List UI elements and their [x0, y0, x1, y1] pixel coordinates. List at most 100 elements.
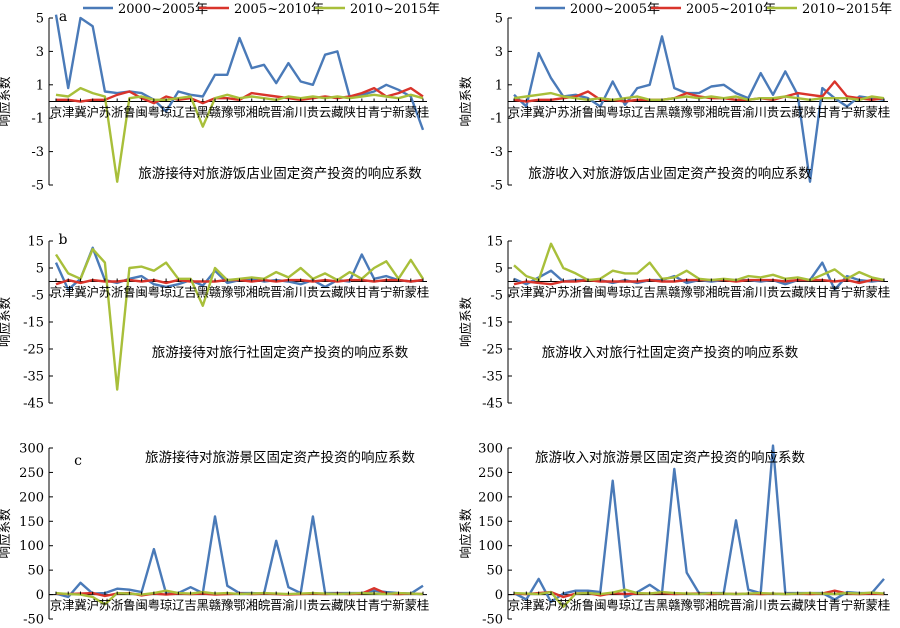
legend: 2000~2005年 2005~2010年 2010~2015年 — [535, 2, 892, 17]
category-label: 湘 — [245, 105, 258, 120]
panel-title: 旅游收入对旅游饭店业固定资产投资的响应系数 — [528, 165, 812, 182]
category-label: 青 — [828, 285, 841, 300]
category-label: 沪 — [545, 105, 558, 120]
category-label: 藏 — [791, 598, 804, 613]
category-label: 云 — [779, 285, 792, 300]
category-label: 浙 — [111, 285, 124, 300]
category-label: 赣 — [668, 105, 681, 120]
series-line-3 — [513, 91, 885, 102]
category-label: 浙 — [569, 598, 582, 613]
series-line-3 — [54, 247, 425, 391]
legend-entry: 2010~2015年 — [350, 2, 440, 17]
y-axis-title: 响应系数 — [0, 297, 12, 348]
legend-entry: 2000~2005年 — [570, 2, 660, 17]
category-label: 浙 — [111, 598, 124, 613]
category-label: 津 — [520, 598, 533, 613]
category-label: 湘 — [245, 285, 258, 300]
y-tick-label: -5 — [31, 179, 44, 194]
category-label: 冀 — [74, 598, 87, 613]
category-label: 京 — [508, 105, 521, 120]
category-label: 藏 — [791, 285, 804, 300]
y-tick-label: -3 — [31, 145, 44, 160]
category-label: 津 — [62, 598, 75, 613]
category-label: 云 — [319, 285, 332, 300]
category-label: 豫 — [680, 105, 693, 120]
category-label: 贵 — [307, 285, 320, 300]
category-label: 渝 — [742, 598, 755, 613]
category-label: 甘 — [816, 105, 829, 120]
category-label: 贵 — [307, 598, 320, 613]
chart-panel-2: -5 -3 -1 1 3 5 响应系数京津冀沪苏浙鲁闽粤琼辽吉黑赣豫鄂湘皖晋渝川贵云藏陕甘青… — [458, 2, 892, 194]
category-label: 贵 — [767, 598, 780, 613]
category-label: 浙 — [569, 285, 582, 300]
y-axis-title: 响应系数 — [0, 508, 12, 559]
legend: 2000~2005年 2005~2010年 2010~2015年 — [83, 2, 440, 17]
category-label: 津 — [62, 105, 75, 120]
category-label: 京 — [50, 598, 63, 613]
category-label: 辽 — [172, 598, 185, 613]
y-tick-label: 300 — [478, 442, 503, 457]
category-label: 鲁 — [123, 598, 136, 613]
category-label: 赣 — [668, 285, 681, 300]
category-label: 辽 — [631, 285, 644, 300]
category-label: 青 — [368, 598, 381, 613]
category-label: 黑 — [656, 105, 669, 120]
category-label: 琼 — [160, 105, 173, 120]
category-label: 甘 — [356, 105, 369, 120]
category-label: 藏 — [331, 285, 344, 300]
category-label: 甘 — [816, 598, 829, 613]
category-label: 鲁 — [582, 285, 595, 300]
legend-entry: 2010~2015年 — [802, 2, 892, 17]
y-tick-label: 200 — [478, 490, 503, 505]
category-label: 辽 — [172, 105, 185, 120]
category-label: 粤 — [606, 285, 619, 300]
category-label: 沪 — [86, 285, 99, 300]
category-label: 新 — [392, 285, 405, 300]
category-label: 藏 — [331, 105, 344, 120]
category-label: 皖 — [258, 598, 271, 613]
y-tick-label: 1 — [495, 78, 503, 93]
category-label: 桂 — [878, 598, 891, 613]
category-label: 豫 — [221, 598, 234, 613]
chart-panel-6: -50 0 50 100 150 200 250 300 响应系数京津冀沪苏浙鲁闽粤琼辽吉黑赣豫… — [458, 442, 890, 628]
category-label: 皖 — [258, 285, 271, 300]
category-label: 蒙 — [865, 598, 878, 613]
y-tick-label: -25 — [482, 343, 503, 358]
y-tick-label: -45 — [23, 397, 44, 412]
category-label: 晋 — [730, 105, 743, 120]
category-label: 甘 — [816, 285, 829, 300]
category-label: 云 — [779, 598, 792, 613]
category-label: 桂 — [878, 105, 891, 120]
category-label: 鲁 — [582, 105, 595, 120]
category-label: 渝 — [742, 105, 755, 120]
category-label: 宁 — [380, 285, 393, 300]
series-line-1 — [513, 35, 885, 183]
category-label: 湘 — [245, 598, 258, 613]
category-label: 黑 — [656, 285, 669, 300]
y-axis-title: 响应系数 — [458, 297, 473, 348]
category-label: 陕 — [804, 598, 817, 613]
category-label: 宁 — [380, 105, 393, 120]
category-label: 青 — [828, 105, 841, 120]
category-label: 蒙 — [405, 598, 418, 613]
category-label: 桂 — [417, 105, 430, 120]
category-label: 蒙 — [865, 105, 878, 120]
category-label: 川 — [294, 598, 307, 613]
y-tick-label: -1 — [490, 112, 503, 127]
category-label: 云 — [779, 105, 792, 120]
y-tick-label: 250 — [19, 466, 44, 481]
category-label: 赣 — [668, 598, 681, 613]
category-label: 苏 — [99, 285, 112, 300]
category-label: 蒙 — [865, 285, 878, 300]
y-tick-label: -35 — [23, 370, 44, 385]
category-label: 豫 — [221, 285, 234, 300]
category-label: 冀 — [532, 598, 545, 613]
series-line-1 — [513, 444, 885, 604]
y-tick-label: -35 — [482, 370, 503, 385]
category-label: 蒙 — [405, 285, 418, 300]
category-label: 豫 — [221, 105, 234, 120]
category-label: 浙 — [111, 105, 124, 120]
category-label: 晋 — [270, 598, 283, 613]
chart-panel-5: -50 0 50 100 150 200 250 300 响应系数京津冀沪苏浙鲁闽粤琼辽吉黑赣豫… — [0, 442, 429, 628]
